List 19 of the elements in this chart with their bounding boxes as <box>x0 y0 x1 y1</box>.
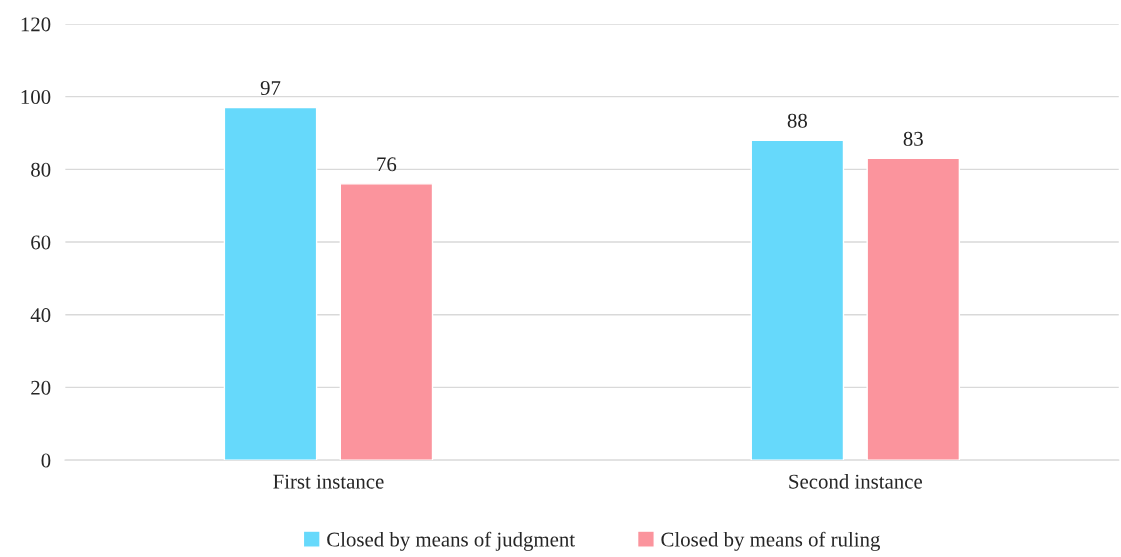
bar <box>866 157 961 461</box>
bar <box>750 139 845 461</box>
y-tick-label: 120 <box>21 17 51 32</box>
y-tick-label: 40 <box>30 308 51 323</box>
y-tick-label: 0 <box>41 453 51 468</box>
bar <box>223 106 318 461</box>
legend-label: Closed by means of ruling <box>661 531 880 551</box>
x-tick-label: First instance <box>273 474 384 489</box>
legend-label: Closed by means of judgment <box>327 531 575 551</box>
data-label: 76 <box>377 157 397 172</box>
bar <box>339 183 434 461</box>
x-tick-label: Second instance <box>789 473 922 489</box>
y-tick-label: 80 <box>31 162 51 177</box>
y-tick-label: 20 <box>31 380 51 395</box>
data-label: 97 <box>260 80 281 95</box>
y-tick-label: 100 <box>21 90 51 105</box>
data-label: 88 <box>787 113 807 128</box>
y-tick-label: 60 <box>31 235 51 250</box>
data-label: 83 <box>903 131 923 146</box>
